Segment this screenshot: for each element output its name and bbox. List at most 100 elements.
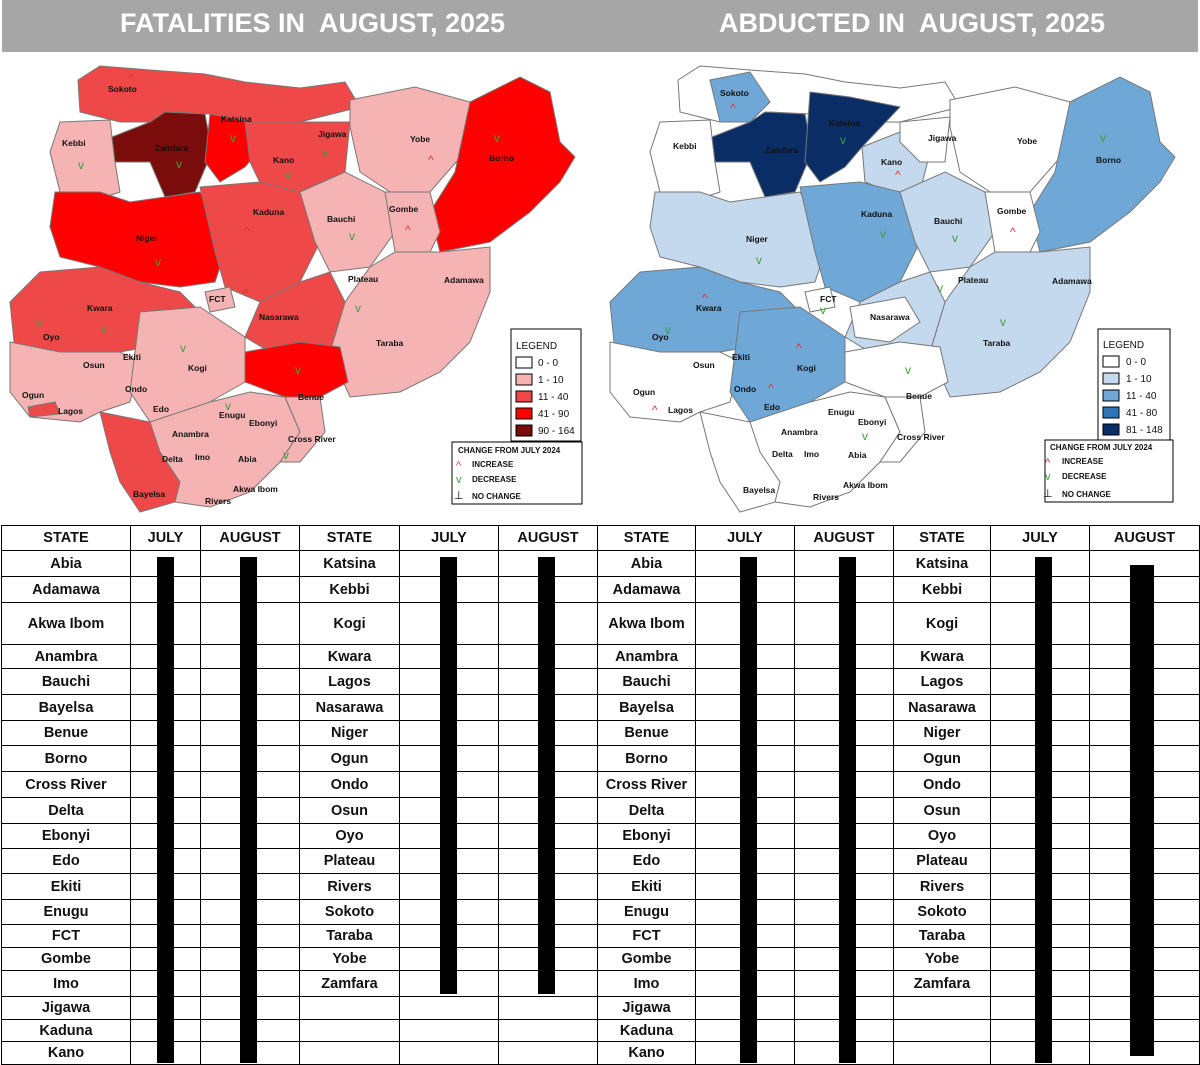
- increase-arrow-icon: ^: [652, 403, 658, 417]
- no-change-icon: ⊥: [1043, 488, 1053, 500]
- state-cell: [893, 1019, 991, 1042]
- legend-label-3: 41 - 90: [538, 409, 570, 420]
- state-cell: Delta: [597, 797, 696, 824]
- table-row: Enugu Sokoto Enugu Sokoto: [1, 899, 1200, 925]
- label-kwara: Kwara: [696, 303, 722, 313]
- decrease-arrow-icon: v: [283, 448, 289, 462]
- label-fct: FCT: [209, 294, 226, 304]
- state-cell: Zamfara: [893, 970, 991, 997]
- increase-arrow-icon: ^: [768, 381, 774, 395]
- region-lagos: [27, 401, 61, 418]
- state-cell: Nasarawa: [893, 694, 991, 721]
- label-ekiti: Ekiti: [732, 352, 750, 362]
- table-row: Benue Niger Benue Niger: [1, 720, 1200, 746]
- state-cell: Enugu: [1, 899, 131, 925]
- label-ondo: Ondo: [734, 384, 756, 394]
- decrease-arrow-icon: v: [1100, 131, 1106, 145]
- table-row: Jigawa Jigawa: [1, 996, 1200, 1020]
- decrease-arrow-icon: v: [295, 363, 301, 377]
- table-header-cell: JULY: [130, 525, 201, 551]
- region-katsina: [804, 91, 901, 183]
- july-cell: [399, 996, 499, 1020]
- legend-label-0: 0 - 0: [1126, 357, 1146, 368]
- table-body: Abia Katsina Abia Katsina Adamawa Kebbi Adamaw…: [1, 550, 1200, 1065]
- state-cell: Yobe: [299, 947, 400, 971]
- label-kaduna: Kaduna: [253, 207, 284, 217]
- state-cell: Akwa Ibom: [1, 602, 131, 645]
- state-cell: Kwara: [893, 644, 991, 669]
- region-oyo-ogun-lagos: [9, 341, 141, 423]
- state-cell: Kano: [1, 1041, 131, 1065]
- august-cell: [498, 1019, 598, 1042]
- state-cell: Kogi: [299, 602, 400, 645]
- legend-swatch-0: [1102, 355, 1120, 368]
- increase-arrow-icon: ^: [895, 168, 901, 182]
- label-kano: Kano: [881, 157, 902, 167]
- change-decrease-label: DECREASE: [472, 475, 517, 484]
- region-cross-river: [879, 396, 926, 463]
- state-cell: Oyo: [893, 823, 991, 849]
- state-cell: [893, 1041, 991, 1065]
- table-header-cell: STATE: [1, 525, 131, 551]
- region-sokoto: [709, 71, 771, 123]
- increase-arrow-icon: ^: [405, 223, 411, 237]
- change-decrease-label: DECREASE: [1062, 472, 1107, 481]
- state-cell: Taraba: [893, 924, 991, 948]
- legend-box: [1097, 328, 1171, 442]
- state-cell: Bayelsa: [1, 694, 131, 721]
- decrease-arrow-icon: v: [176, 157, 182, 171]
- table-header-cell: STATE: [299, 525, 400, 551]
- label-anambra: Anambra: [781, 427, 818, 437]
- region-delta-rivers: [699, 411, 781, 513]
- table-header-cell: AUGUST: [794, 525, 894, 551]
- decrease-arrow-icon: v: [101, 322, 107, 336]
- legend-label-2: 11 - 40: [538, 392, 569, 403]
- legend-swatch-4: [1102, 423, 1120, 436]
- fatalities-state-labels: Sokoto Kebbi Zamfara Katsina Jigawa Kano…: [22, 84, 514, 506]
- state-cell: Plateau: [299, 848, 400, 874]
- legend-swatch-1: [1102, 372, 1120, 385]
- decrease-arrow-icon: v: [665, 323, 671, 337]
- state-cell: Rivers: [299, 873, 400, 900]
- label-ondo: Ondo: [125, 384, 147, 394]
- decrease-arrow-icon: v: [322, 146, 328, 160]
- state-cell: Imo: [1, 970, 131, 997]
- region-oyo-ogun-lagos: [609, 341, 741, 423]
- label-ebonyi: Ebonyi: [858, 417, 886, 427]
- state-cell: Benue: [1, 720, 131, 746]
- decrease-arrow-icon: v: [905, 363, 911, 377]
- state-cell: Ondo: [299, 771, 400, 798]
- label-anambra: Anambra: [172, 429, 209, 439]
- label-taraba: Taraba: [376, 338, 404, 348]
- label-katsina: Katsina: [829, 118, 860, 128]
- table-row: FCT Taraba FCT Taraba: [1, 924, 1200, 948]
- table-row: Adamawa Kebbi Adamawa Kebbi: [1, 576, 1200, 603]
- state-cell: Delta: [1, 797, 131, 824]
- header-bar: FATALITIES IN AUGUST, 2025 ABDUCTED IN A…: [2, 0, 1198, 52]
- table-row: Borno Ogun Borno Ogun: [1, 745, 1200, 772]
- label-fct: FCT: [820, 294, 837, 304]
- label-enugu: Enugu: [219, 410, 245, 420]
- label-plateau: Plateau: [958, 275, 988, 285]
- state-cell: Anambra: [597, 644, 696, 669]
- region-benue: [244, 341, 349, 398]
- label-osun: Osun: [693, 360, 715, 370]
- label-sokoto: Sokoto: [108, 84, 137, 94]
- table-header-cell: AUGUST: [1089, 525, 1200, 551]
- label-taraba: Taraba: [983, 338, 1011, 348]
- table-row: Akwa Ibom Kogi Akwa Ibom Kogi: [1, 602, 1200, 645]
- label-bauchi: Bauchi: [327, 214, 355, 224]
- label-borno: Borno: [489, 153, 514, 163]
- label-rivers: Rivers: [813, 492, 839, 502]
- label-delta: Delta: [162, 454, 183, 464]
- legend-label-1: 1 - 10: [538, 375, 564, 386]
- label-ogun: Ogun: [22, 390, 44, 400]
- legend-swatch-1: [515, 373, 533, 386]
- state-cell: Osun: [299, 797, 400, 824]
- region-cross-river: [279, 396, 326, 463]
- state-cell: Kebbi: [299, 576, 400, 603]
- decrease-arrow-icon: v: [840, 133, 846, 147]
- table-row: Cross River Ondo Cross River Ondo: [1, 771, 1200, 798]
- table-row: Bayelsa Nasarawa Bayelsa Nasarawa: [1, 694, 1200, 721]
- state-cell: Kano: [597, 1041, 696, 1065]
